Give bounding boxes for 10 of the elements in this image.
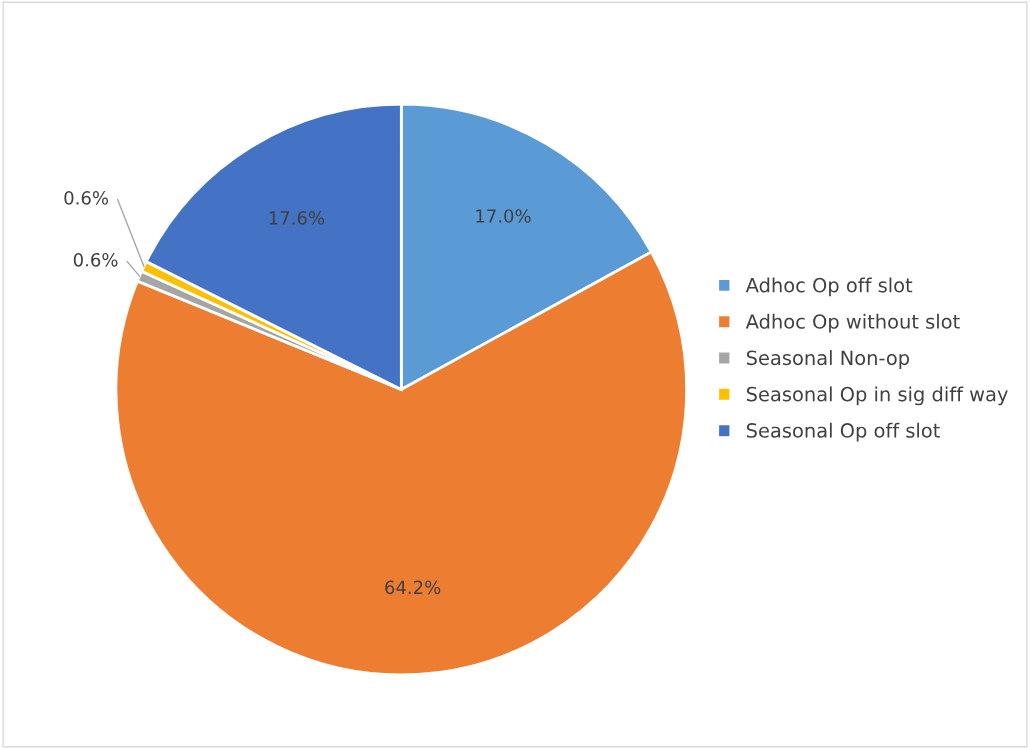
legend-label: Seasonal Op off slot <box>746 422 940 442</box>
legend-label: Seasonal Non-op <box>746 350 910 369</box>
legend-label: Adhoc Op without slot <box>745 313 960 333</box>
legend-label: Seasonal Op in sig diff way <box>746 386 1008 406</box>
data-label: 17.6% <box>269 211 325 225</box>
data-label: 17.0% <box>476 209 531 223</box>
data-label: 0.6% <box>73 252 118 267</box>
data-label: 0.6% <box>64 191 109 205</box>
data-label: 64.2% <box>385 580 441 595</box>
legend-label: Adhoc Op off slot <box>745 277 913 297</box>
